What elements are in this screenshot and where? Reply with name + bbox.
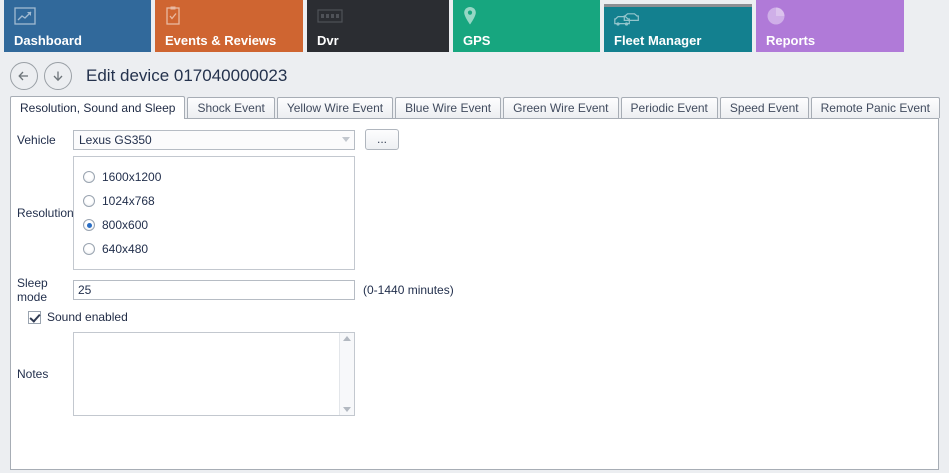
scroll-up-arrow-icon[interactable]: [343, 336, 351, 341]
radio-icon-selected: [83, 219, 95, 231]
device-settings-form: Vehicle Lexus GS350 ... Resolution 1600x…: [11, 119, 938, 416]
tab-resolution-sound-and-sleep[interactable]: Resolution, Sound and Sleep: [10, 96, 186, 119]
settings-panel: Vehicle Lexus GS350 ... Resolution 1600x…: [10, 118, 939, 470]
notes-box: [73, 332, 355, 416]
notes-row: Notes: [11, 332, 938, 416]
tab-strip: Resolution, Sound and Sleep Shock Event …: [0, 96, 949, 119]
page-header: Edit device 017040000023: [0, 56, 949, 96]
page-title: Edit device 017040000023: [86, 66, 288, 85]
tab-blue-wire-event[interactable]: Blue Wire Event: [395, 97, 502, 118]
resolution-option-800x600[interactable]: 800x600: [74, 213, 354, 237]
resolution-option-label: 1600x1200: [102, 170, 162, 184]
nav-tile-dashboard[interactable]: Dashboard: [4, 0, 151, 52]
nav-tile-reports[interactable]: Reports: [756, 0, 904, 52]
nav-tile-label: GPS: [463, 33, 491, 48]
notes-label: Notes: [17, 367, 49, 381]
nav-tile-dvr[interactable]: Dvr: [307, 0, 449, 52]
scroll-down-arrow-icon[interactable]: [343, 407, 351, 412]
notes-scrollbar[interactable]: [339, 333, 354, 415]
notes-textarea[interactable]: [74, 333, 339, 415]
radio-icon: [83, 195, 95, 207]
resolution-label: Resolution: [17, 206, 74, 220]
resolution-option-640x480[interactable]: 640x480: [74, 237, 354, 261]
vehicle-browse-button[interactable]: ...: [365, 129, 399, 150]
tab-speed-event[interactable]: Speed Event: [719, 97, 809, 118]
resolution-option-label: 800x600: [102, 218, 149, 232]
chart-line-icon: [14, 6, 141, 26]
sound-enabled-checkbox-row[interactable]: Sound enabled: [11, 310, 938, 324]
radio-icon: [83, 243, 95, 255]
nav-tile-label: Reports: [766, 33, 816, 48]
pie-chart-icon: [766, 6, 894, 26]
chevron-down-icon: [342, 137, 350, 142]
main-navigation: Dashboard Events & Reviews Dvr: [0, 0, 949, 56]
resolution-option-1600x1200[interactable]: 1600x1200: [74, 165, 354, 189]
resolution-option-label: 1024x768: [102, 194, 155, 208]
nav-tile-fleet-manager[interactable]: Fleet Manager: [604, 4, 752, 52]
circle-down-arrow-icon[interactable]: [44, 62, 72, 90]
resolution-radio-group: 1600x1200 1024x768 800x600 640x480: [73, 156, 355, 270]
nav-tile-label: Dashboard: [14, 33, 82, 48]
vehicle-row: Vehicle Lexus GS350 ...: [11, 129, 938, 150]
nav-tile-label: Fleet Manager: [614, 33, 702, 48]
tab-green-wire-event[interactable]: Green Wire Event: [503, 97, 619, 118]
sleep-mode-label: Sleep mode: [17, 276, 48, 304]
tab-shock-event[interactable]: Shock Event: [187, 97, 275, 118]
radio-icon: [83, 171, 95, 183]
nav-tile-events-and-reviews[interactable]: Events & Reviews: [155, 0, 303, 52]
nav-tile-label: Dvr: [317, 33, 339, 48]
vehicle-select[interactable]: Lexus GS350: [73, 129, 355, 150]
vehicle-label: Vehicle: [17, 132, 56, 147]
nav-tile-gps[interactable]: GPS: [453, 0, 600, 52]
resolution-option-1024x768[interactable]: 1024x768: [74, 189, 354, 213]
resolution-option-label: 640x480: [102, 242, 149, 256]
map-pin-icon: [463, 6, 590, 26]
resolution-row: Resolution 1600x1200 1024x768 800x600 64…: [11, 156, 938, 270]
sleep-mode-row: Sleep mode (0-1440 minutes): [11, 276, 938, 304]
sleep-mode-hint: (0-1440 minutes): [363, 283, 454, 297]
tab-yellow-wire-event[interactable]: Yellow Wire Event: [276, 97, 394, 118]
nav-tile-label: Events & Reviews: [165, 33, 277, 48]
dvr-icon: [317, 6, 439, 26]
tab-remote-panic-event[interactable]: Remote Panic Event: [810, 97, 940, 118]
cars-icon: [614, 10, 742, 30]
checkbox-icon-checked: [28, 310, 41, 324]
sound-enabled-label: Sound enabled: [47, 310, 128, 324]
sleep-mode-input[interactable]: [73, 280, 355, 300]
clipboard-check-icon: [165, 6, 293, 26]
tab-periodic-event[interactable]: Periodic Event: [620, 97, 718, 118]
circle-back-arrow-icon[interactable]: [10, 62, 38, 90]
vehicle-select-value: Lexus GS350: [79, 132, 152, 147]
